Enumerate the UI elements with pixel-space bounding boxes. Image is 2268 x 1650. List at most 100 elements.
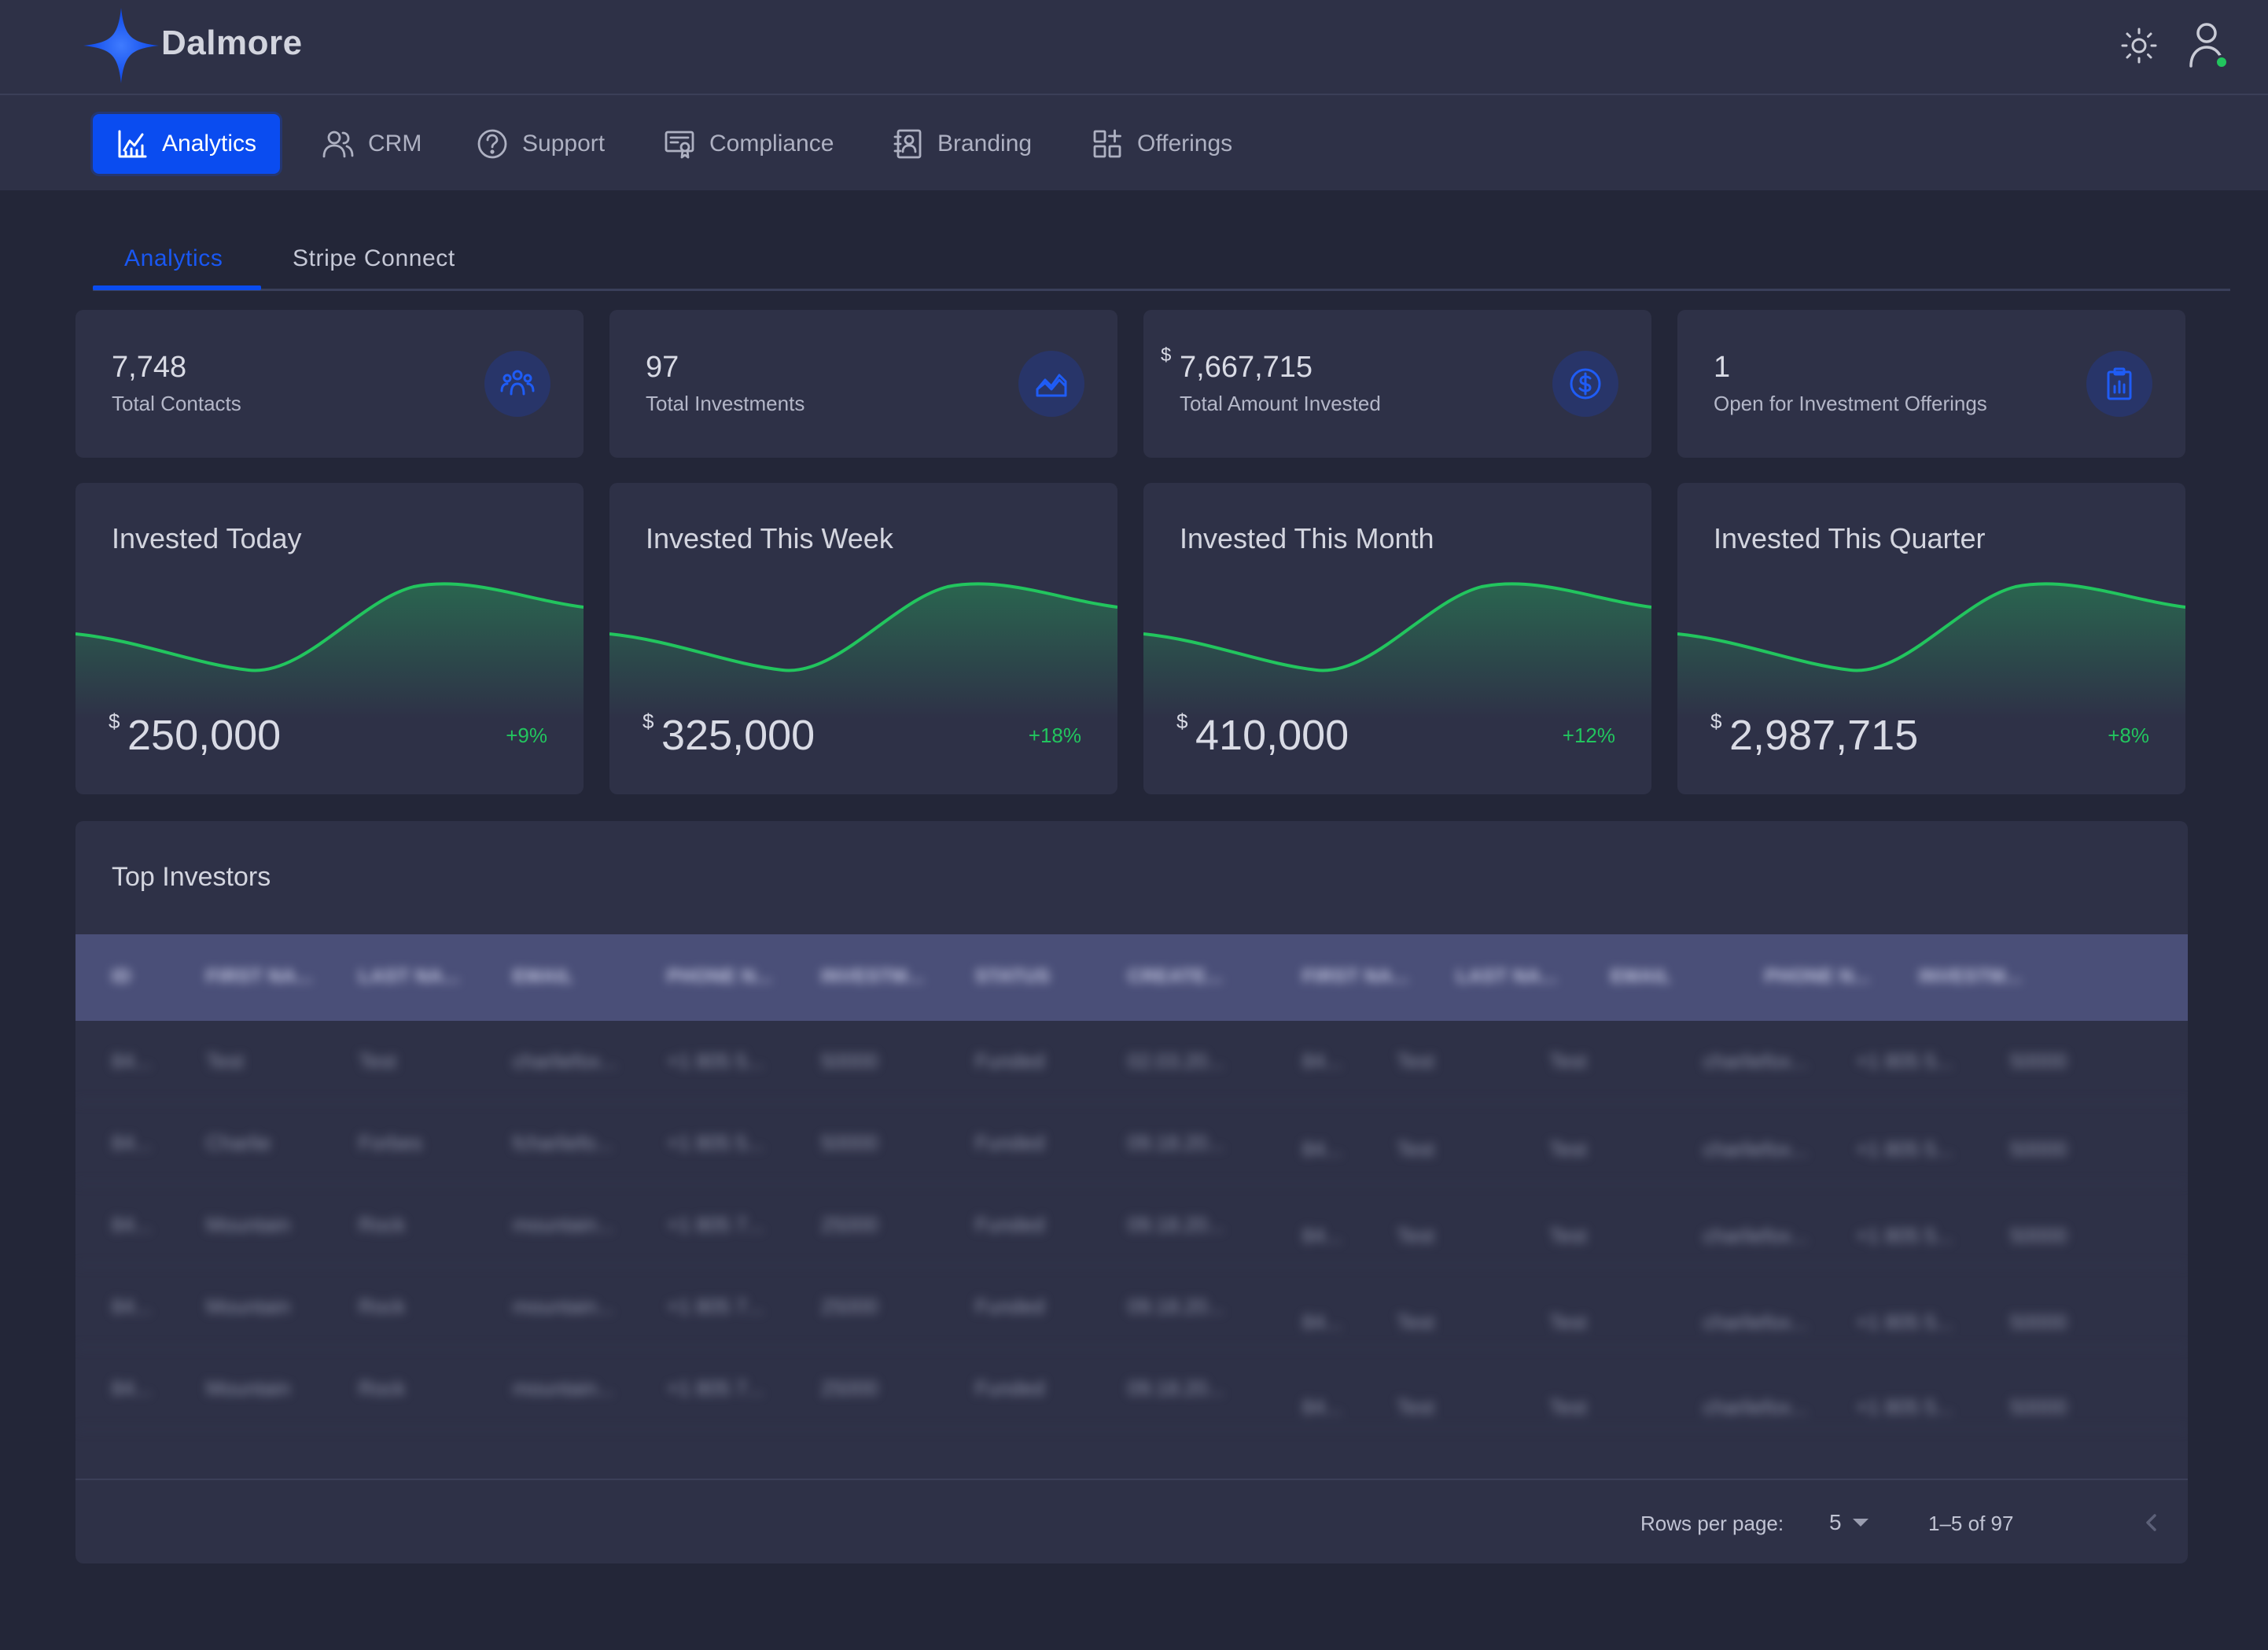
top-header: Dalmore (0, 0, 2268, 95)
change-percent: +9% (506, 724, 547, 747)
table-cell: 02.03.20... (1128, 1049, 1224, 1073)
table-cell: Test (1397, 1049, 1434, 1073)
table-row[interactable]: 84... Mountain Rock mountain... +1 805 7… (75, 1266, 2188, 1348)
caret-down-icon (1852, 1519, 1869, 1527)
tab-analytics[interactable]: Analytics (124, 245, 223, 271)
invested-card-month: Invested This Month $ 410,000 +12% (1143, 483, 1651, 794)
bar-chart-icon (118, 130, 147, 158)
nav-item-label: Support (522, 131, 606, 157)
invested-card-today: Invested Today $ 250,000 +9% (75, 483, 584, 794)
stat-card-total-amount-invested: $ 7,667,715 Total Amount Invested (1143, 310, 1651, 458)
table-cell: +1 805 5... (667, 1049, 764, 1073)
table-cell: Test (206, 1049, 244, 1073)
dollar-circle-icon (1570, 368, 1601, 400)
four-point-star-icon[interactable] (82, 6, 160, 85)
invested-amount: 250,000 (127, 712, 282, 759)
rows-per-page-select[interactable]: 5 (1829, 1507, 1869, 1538)
prev-page-button[interactable] (2131, 1502, 2172, 1543)
nav-item-support[interactable]: Support (469, 114, 613, 174)
table-row[interactable]: 84... Mountain Rock mountain... +1 805 7… (75, 1348, 2188, 1430)
table-cell: 84... (112, 1376, 152, 1400)
table-cell: Funded (975, 1376, 1045, 1400)
table-cell: 50000 (2010, 1395, 2067, 1419)
column-header[interactable]: PHONE N... (1765, 966, 1871, 987)
table-cell: mountain... (513, 1213, 614, 1236)
column-header[interactable]: LAST NA... (1456, 966, 1558, 987)
nav-item-label: Offerings (1137, 131, 1233, 157)
table-cell: +1 805 5... (1856, 1310, 1953, 1334)
trend-wave-chart (1143, 582, 1651, 719)
contact-book-icon (893, 129, 922, 159)
nav-item-compliance[interactable]: Compliance (656, 114, 841, 174)
stat-card-total-investments: 97 Total Investments (609, 310, 1117, 458)
invested-amount: 2,987,715 (1729, 712, 1919, 759)
table-row[interactable]: 84... Charlie Forbes fcharliefo... +1 80… (75, 1103, 2188, 1184)
column-header[interactable]: EMAIL (513, 966, 574, 987)
table-cell: Test (1549, 1310, 1587, 1334)
column-header[interactable]: EMAIL (1611, 966, 1672, 987)
column-header[interactable]: STATUS (975, 966, 1051, 987)
stat-icon-wrap (484, 351, 550, 417)
table-cell: Rock (359, 1295, 406, 1318)
stat-label: Total Contacts (112, 392, 241, 415)
column-header[interactable]: CREATE... (1128, 966, 1224, 987)
table-cell: 09.18.20... (1128, 1295, 1224, 1318)
sun-icon[interactable] (2120, 27, 2158, 64)
table-cell: 84... (112, 1131, 152, 1155)
column-header[interactable]: PHONE N... (667, 966, 773, 987)
chevron-left-icon (2146, 1514, 2156, 1531)
table-row[interactable]: 84... Mountain Rock mountain... +1 805 7… (75, 1184, 2188, 1266)
currency-symbol: $ (1710, 709, 1722, 733)
nav-item-offerings[interactable]: Offerings (1084, 114, 1240, 174)
table-cell: Funded (975, 1131, 1045, 1155)
area-chart-icon (1036, 374, 1067, 397)
table-cell: 84... (112, 1213, 152, 1236)
change-percent: +18% (1028, 724, 1081, 747)
table-cell: +1 805 5... (667, 1131, 764, 1155)
table-header: ID FIRST NA... LAST NA... EMAIL PHONE N.… (75, 934, 2188, 1021)
online-status-dot (2215, 55, 2229, 69)
main-nav: Analytics CRM Support Compliance Brandin… (0, 95, 2268, 190)
rows-per-page-value: 5 (1829, 1510, 1842, 1534)
table-cell: Test (359, 1049, 396, 1073)
table-cell: charliefox... (1703, 1395, 1808, 1419)
table-cell: +1 805 7... (667, 1295, 764, 1318)
table-cell: 84... (1302, 1395, 1342, 1419)
stat-icon-wrap (1552, 351, 1618, 417)
column-header[interactable]: ID (112, 966, 131, 987)
grid-plus-icon (1093, 129, 1121, 158)
stat-card-open-offerings: 1 Open for Investment Offerings (1677, 310, 2185, 458)
table-cell: Funded (975, 1295, 1045, 1318)
table-cell: Test (1397, 1395, 1434, 1419)
stat-label: Total Investments (646, 392, 805, 415)
currency-symbol: $ (1161, 344, 1172, 366)
table-cell: Mountain (206, 1376, 290, 1400)
table-cell: 84... (112, 1049, 152, 1073)
table-cell: 25000 (821, 1213, 878, 1236)
nav-item-label: Compliance (709, 131, 834, 157)
table-cell: Test (1397, 1310, 1434, 1334)
stat-icon-wrap (2086, 351, 2152, 417)
change-percent: +12% (1562, 724, 1615, 747)
table-cell: charliefox... (1703, 1137, 1808, 1161)
table-cell: +1 805 5... (1856, 1395, 1953, 1419)
column-header[interactable]: INVESTM... (1919, 966, 2023, 987)
currency-symbol: $ (642, 709, 654, 733)
table-cell: charliefox... (1703, 1224, 1808, 1247)
table-cell: 09.18.20... (1128, 1131, 1224, 1155)
currency-symbol: $ (109, 709, 120, 733)
column-header[interactable]: FIRST NA... (1302, 966, 1410, 987)
table-cell: mountain... (513, 1376, 614, 1400)
nav-item-branding[interactable]: Branding (884, 114, 1040, 174)
nav-item-analytics[interactable]: Analytics (93, 114, 281, 174)
table-cell: Charlie (206, 1131, 271, 1155)
users-icon (322, 131, 354, 158)
column-header[interactable]: INVESTM... (821, 966, 925, 987)
tab-stripe-connect[interactable]: Stripe Connect (293, 245, 455, 271)
table-cell: 25000 (821, 1376, 878, 1400)
nav-item-crm[interactable]: CRM (315, 114, 429, 174)
column-header[interactable]: FIRST NA... (206, 966, 314, 987)
column-header[interactable]: LAST NA... (359, 966, 460, 987)
table-cell: Test (1549, 1224, 1587, 1247)
table-row[interactable]: 84... Test Test charliefox... +1 805 5..… (75, 1021, 2188, 1103)
